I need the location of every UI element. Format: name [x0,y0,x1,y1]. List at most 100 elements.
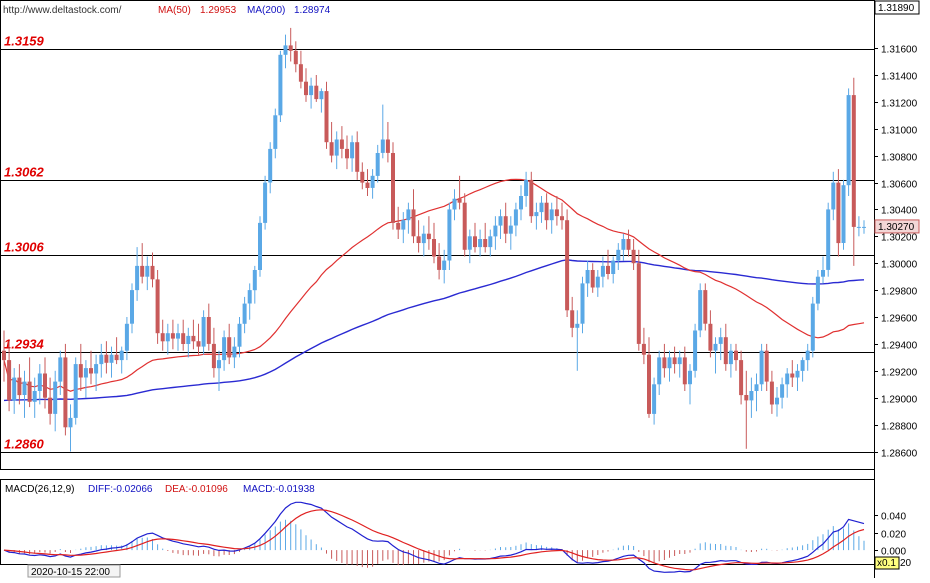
candle-98 [503,202,508,244]
candle-84 [432,222,436,264]
candle-133 [682,346,687,391]
candle-body [693,330,698,371]
candle-body [708,323,713,351]
candle-1 [7,341,12,412]
candle-141 [723,323,728,371]
candle-81 [416,220,421,253]
candle-13 [68,404,73,452]
candle-75 [385,122,390,163]
candle-body [734,350,738,361]
level-label-1: 1.3062 [4,165,45,180]
candle-10 [53,370,58,432]
candle-body [68,417,73,428]
candle-77 [396,206,401,239]
candle-146 [749,377,754,418]
candle-45 [232,337,237,369]
candle-25 [130,283,134,334]
candle-body [432,239,436,257]
candle-52 [268,142,273,194]
candle-body [345,148,349,159]
candle-body [498,216,503,226]
candle-body [114,354,119,361]
candle-body [641,343,646,355]
candle-body [155,279,160,334]
candle-body [83,368,88,378]
candle-body [575,323,580,328]
candle-159 [815,270,820,311]
candle-140 [718,327,723,361]
candle-147 [754,373,759,412]
candle-138 [708,310,713,358]
candle-31 [160,319,165,351]
candle-body [242,303,247,324]
candle-body [467,236,472,250]
price-tick-label-7: 1.30200 [881,233,918,244]
candle-body [160,333,165,342]
price-tick-label-15: 1.28600 [881,449,918,460]
candle-body [606,265,610,274]
candle-body [728,350,733,365]
candle-body [723,337,728,365]
candle-body [775,397,779,405]
candle-body [63,357,68,428]
candle-105 [539,196,544,223]
candle-16 [83,360,88,398]
candle-body [698,290,703,331]
candle-72 [370,169,375,199]
candle-40 [206,303,211,351]
candle-body [380,139,385,153]
candle-body [27,381,32,402]
candle-body [124,323,129,351]
candle-body [416,236,421,243]
candle-85 [437,243,442,280]
candle-165 [846,88,851,196]
candle-113 [580,276,585,334]
candle-body [713,343,718,351]
candle-82 [421,225,426,257]
candle-33 [170,319,175,350]
candle-body [268,148,273,183]
candle-162 [831,171,836,221]
candle-30 [155,270,160,344]
candle-76 [391,142,395,230]
candle-body [631,249,636,264]
candle-body [483,239,488,248]
candle-121 [621,233,626,261]
candle-body [176,333,180,339]
candle-53 [273,108,278,159]
candle-body [565,220,570,311]
candle-143 [734,343,738,371]
candle-11 [58,350,63,395]
candle-74 [380,104,385,159]
candle-23 [119,346,124,374]
candle-body [513,209,518,226]
candle-body [94,364,99,374]
candle-55 [283,34,288,69]
candle-body [672,357,677,365]
candle-body [12,377,17,401]
candle-body [590,270,595,288]
candle-157 [805,343,810,371]
candle-body [334,139,339,156]
scale-tail-text: 20 [900,558,912,569]
candle-body [22,381,27,395]
candle-body [370,175,375,188]
candle-body [304,81,308,96]
candle-body [7,360,12,401]
candle-9 [48,377,53,425]
candle-body [391,153,395,223]
candle-86 [442,249,447,284]
macd-axis: 0.040 0.020 0.000 [874,512,906,558]
candle-108 [554,196,559,226]
macd-tick-label-0: 0.040 [881,512,906,523]
candle-body [37,373,42,391]
candle-126 [647,337,651,418]
candle-body [426,233,431,240]
candle-body [247,290,252,304]
candle-body [309,85,314,96]
candle-body [810,303,815,351]
candle-3 [17,364,22,405]
candle-135 [693,323,698,378]
candle-152 [780,377,785,409]
